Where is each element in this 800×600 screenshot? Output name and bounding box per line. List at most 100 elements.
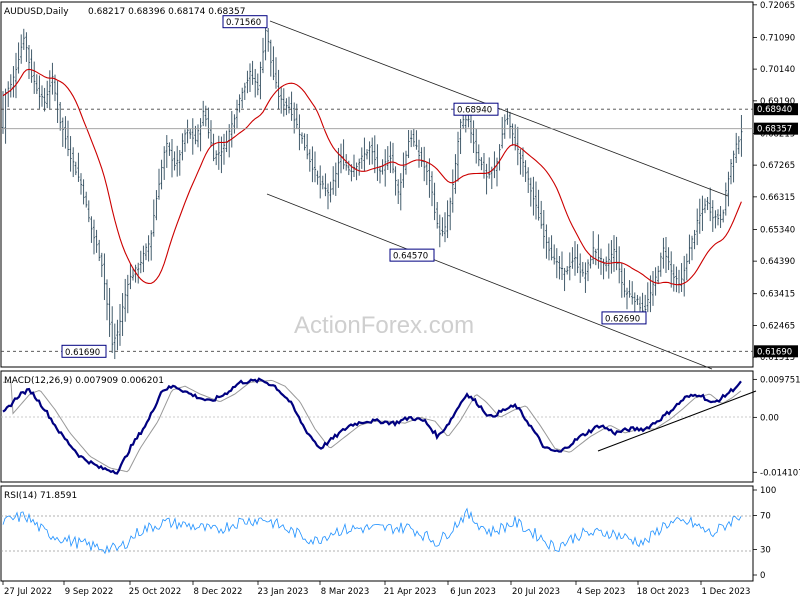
ohlc-bar — [165, 135, 168, 168]
ohlc-bar — [467, 115, 470, 128]
ohlc-bar — [207, 107, 210, 139]
ohlc-bar — [272, 46, 275, 81]
ohlc-bar — [508, 111, 512, 139]
ohlc-bar — [371, 137, 374, 165]
ohlc-bar — [672, 264, 675, 292]
ohlc-bar — [716, 209, 720, 226]
ohlc-bar — [581, 261, 584, 277]
ohlc-bar — [503, 114, 506, 139]
ohlc-bar — [607, 243, 610, 279]
ohlc-bar — [61, 117, 64, 147]
ohlc-bar — [238, 94, 241, 113]
ohlc-bar — [394, 166, 397, 196]
ohlc-bar — [558, 256, 561, 280]
ohlc-bar — [103, 253, 106, 301]
ohlc-bar — [443, 212, 447, 243]
ohlc-bar — [456, 131, 460, 182]
ohlc-bar — [594, 248, 597, 266]
ohlc-bar — [157, 168, 161, 200]
ohlc-bar — [20, 34, 23, 64]
ohlc-bar — [285, 98, 288, 116]
ohlc-bar — [79, 173, 83, 195]
ohlc-bar — [399, 173, 402, 211]
ohlc-bar — [735, 132, 738, 164]
ohlc-bar — [441, 217, 444, 237]
ohlc-bar — [425, 161, 428, 186]
ohlc-bar — [108, 287, 111, 337]
annotation-label: 0.62690 — [605, 314, 640, 324]
ohlc-bar — [59, 102, 62, 131]
rsi-tick-label: 0 — [760, 571, 765, 581]
ohlc-bar — [38, 75, 41, 109]
ohlc-bar — [282, 88, 285, 117]
price-tick-label: 0.63415 — [760, 290, 795, 300]
ohlc-bar — [714, 210, 717, 229]
ohlc-bar — [628, 280, 631, 298]
ohlc-bar — [144, 243, 148, 261]
price-box-label: 0.68940 — [757, 105, 792, 115]
ohlc-bar — [472, 120, 475, 153]
date-tick-label: 25 Oct 2022 — [129, 587, 182, 597]
ohlc-bar — [417, 139, 421, 168]
price-panel: ActionForex.com 0.71560 0.68940 0.64570 0.6… — [0, 1, 754, 370]
ohlc-bar — [667, 247, 670, 271]
ohlc-bar — [378, 165, 382, 184]
ohlc-bar — [537, 189, 540, 221]
ohlc-bar — [555, 248, 558, 279]
ohlc-bar — [560, 251, 564, 280]
ohlc-bar — [727, 171, 730, 207]
ohlc-bar — [610, 240, 613, 274]
ohlc-bar — [711, 200, 714, 232]
date-tick-label: 4 Sep 2023 — [577, 587, 625, 597]
ohlc-bar — [311, 146, 314, 183]
ohlc-bar — [459, 119, 462, 155]
ohlc-bar — [436, 201, 439, 229]
ohlc-bar — [368, 141, 371, 165]
ohlc-bar — [241, 87, 244, 109]
symbol-label: AUDUSD,Daily — [4, 7, 69, 17]
ohlc-bar — [740, 114, 743, 157]
ohlc-bar — [129, 263, 132, 290]
ohlc-bar — [111, 306, 114, 354]
ohlc-bar — [40, 85, 44, 107]
ohlc-bar — [98, 239, 101, 262]
ohlc-bar — [545, 224, 548, 259]
rsi-panel: RSI(14) 71.8591 — [0, 485, 754, 582]
ohlc-bar — [631, 281, 634, 305]
ohlc-bar — [181, 133, 184, 161]
rsi-tick-label: 100 — [760, 486, 776, 496]
annotation-label: 0.64570 — [393, 252, 428, 262]
date-tick-label: 8 Dec 2022 — [194, 587, 243, 597]
ohlc-bar — [703, 198, 707, 214]
ohlc-bar — [485, 163, 488, 195]
price-annotations: 0.71560 0.68940 0.64570 0.62690 0.61690 — [61, 15, 647, 358]
ohlc-bar — [147, 235, 150, 262]
ohlc-bar — [152, 199, 155, 237]
ohlc-bar — [43, 87, 46, 112]
ohlc-bar — [77, 152, 80, 182]
annotation-label: 0.68940 — [457, 106, 492, 116]
price-box-0.68940: 0.68940 — [754, 103, 798, 116]
ohlc-bar — [118, 303, 122, 346]
ohlc-bar — [540, 200, 543, 229]
date-tick-label: 18 Oct 2023 — [637, 587, 690, 597]
ohlc-bar — [586, 259, 590, 282]
ohlc-bar — [85, 191, 88, 208]
price-tick-label: 0.66315 — [760, 193, 795, 203]
ohlc-bar — [532, 176, 535, 216]
ohlc-bar — [534, 181, 538, 220]
date-tick-label: 1 Dec 2023 — [702, 587, 751, 597]
price-tick-label: 0.70140 — [760, 65, 795, 75]
ohlc-bar — [105, 279, 109, 321]
ohlc-bar — [690, 235, 694, 261]
ohlc-bar — [480, 157, 483, 171]
ohlc-bar — [66, 120, 70, 157]
ohlc-bar — [261, 37, 265, 74]
ohlc-bar — [659, 252, 662, 277]
ohlc-bar — [438, 214, 441, 248]
ohlc-bar — [542, 210, 545, 249]
price-tick-label: 0.69190 — [760, 97, 795, 107]
ohlc-bar — [410, 130, 413, 148]
date-tick-label: 27 Jul 2022 — [4, 587, 52, 597]
ohlc-bar — [189, 128, 192, 139]
